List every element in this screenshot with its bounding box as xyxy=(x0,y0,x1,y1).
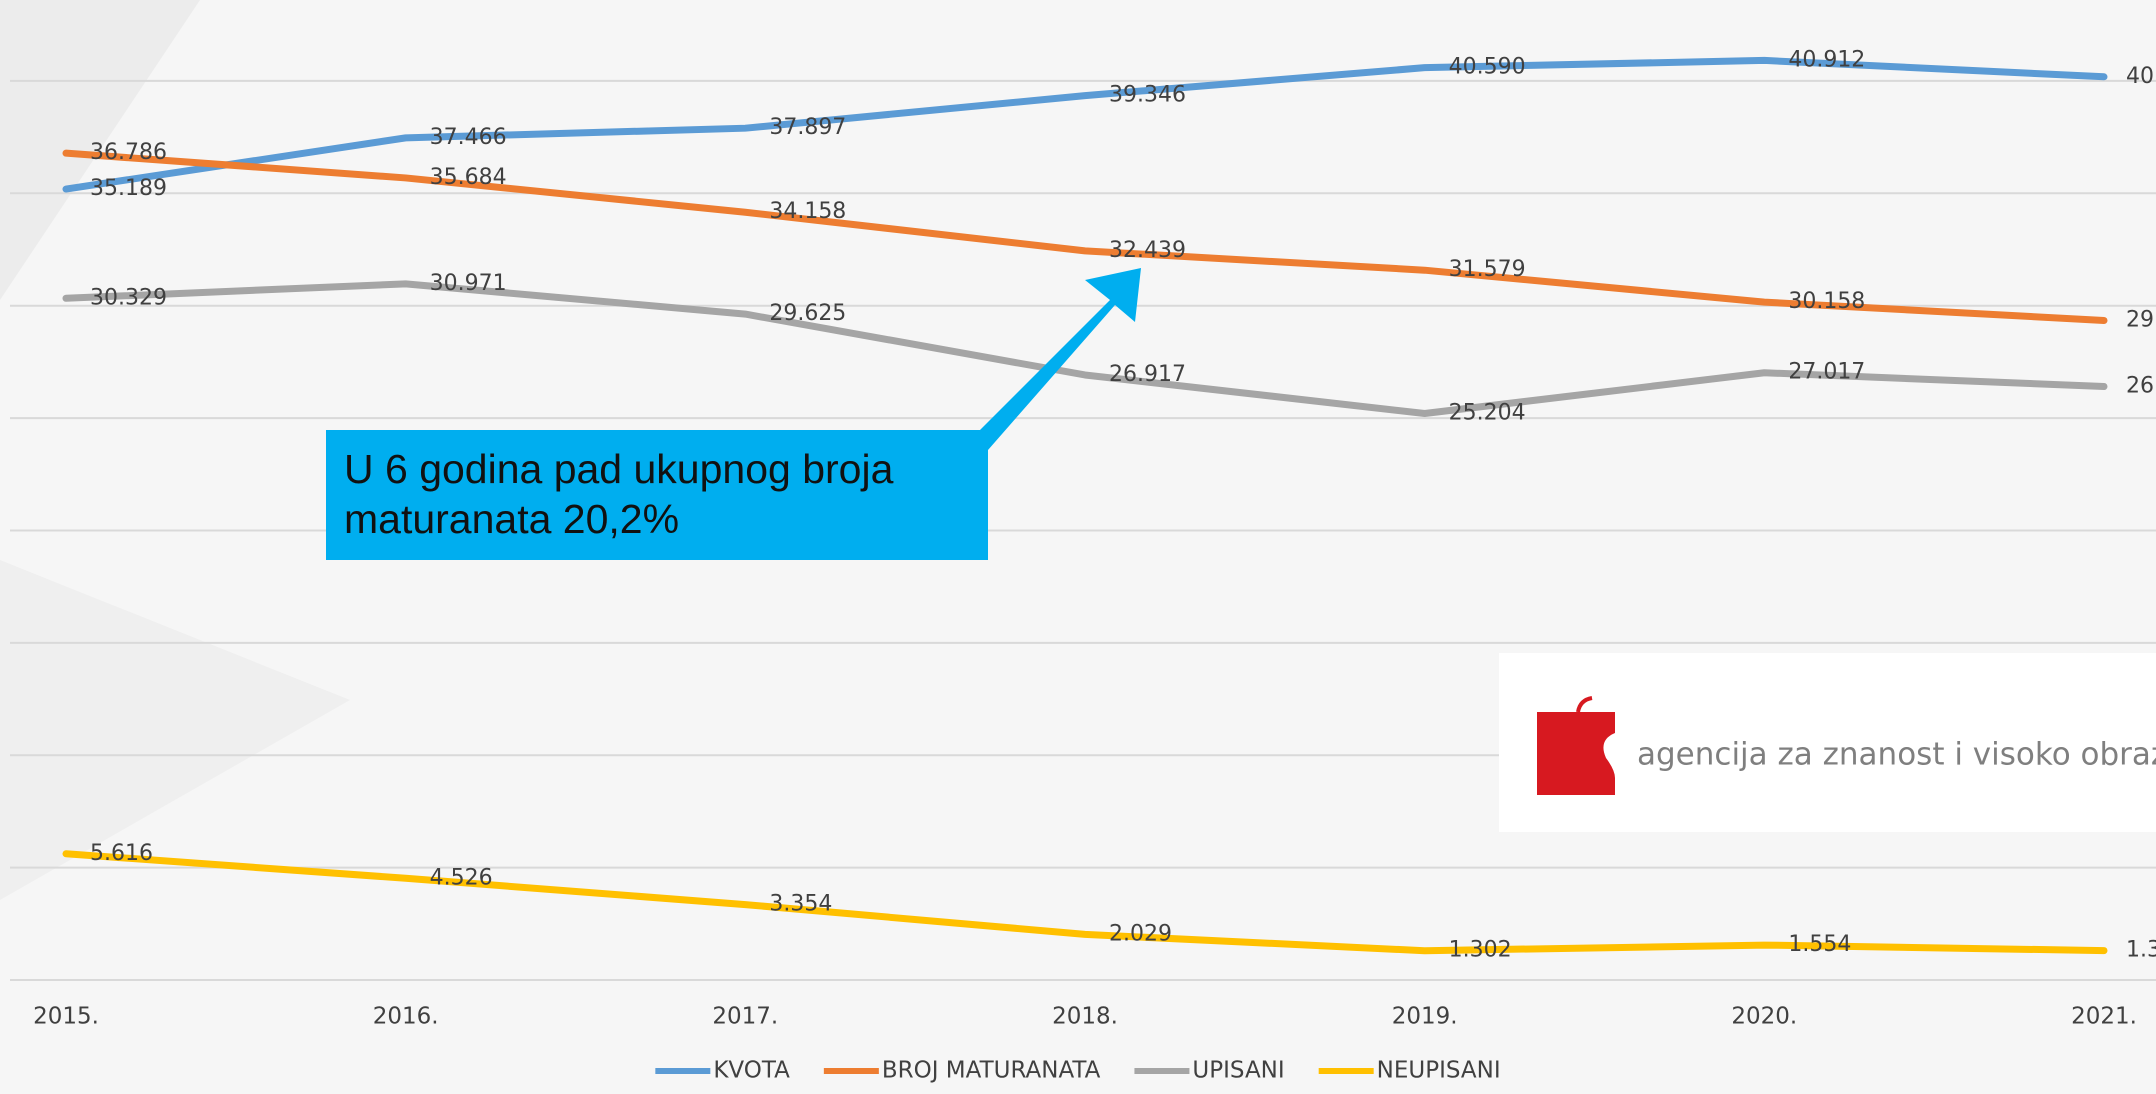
data-label: 1.302 xyxy=(1449,938,1512,963)
data-label: 30.329 xyxy=(90,285,167,310)
x-tick-label: 2016. xyxy=(373,1004,439,1030)
data-label: 2.029 xyxy=(1109,921,1172,946)
logo-stem xyxy=(1576,696,1593,713)
data-label: 27.017 xyxy=(1788,360,1865,385)
data-label: 1.554 xyxy=(1788,932,1851,957)
data-label: 36.786 xyxy=(90,140,167,165)
data-label: 30.158 xyxy=(1788,289,1865,314)
data-label: 32.439 xyxy=(1109,238,1186,263)
data-label: 5.616 xyxy=(90,841,153,866)
legend-label: KVOTA xyxy=(713,1058,790,1084)
data-label: 30.971 xyxy=(430,271,507,296)
data-label: 29.341 xyxy=(2126,308,2156,333)
x-tick-label: 2017. xyxy=(712,1004,778,1030)
legend-label: NEUPISANI xyxy=(1377,1058,1501,1084)
data-label: 4.526 xyxy=(430,865,493,890)
data-label: 29.625 xyxy=(769,301,846,326)
data-label: 3.354 xyxy=(769,892,832,917)
x-tick-label: 2020. xyxy=(1731,1004,1797,1030)
logo-text: agencija za znanost i visoko obrazovanje xyxy=(1637,737,2156,773)
annotation: U 6 godina pad ukupnog broja maturanata … xyxy=(326,430,988,560)
legend-item: UPISANI xyxy=(1134,1058,1285,1084)
logo-icon xyxy=(1537,712,1615,795)
x-tick-label: 2015. xyxy=(33,1004,99,1030)
series-line xyxy=(62,149,2108,324)
data-label: 40.912 xyxy=(1788,47,1865,72)
data-label: 35.189 xyxy=(90,176,167,201)
data-label: 31.579 xyxy=(1449,257,1526,282)
legend-item: BROJ MATURANATA xyxy=(823,1058,1101,1084)
logo-box xyxy=(1499,653,2156,832)
data-label: 40.183 xyxy=(2126,64,2156,89)
legend-item: KVOTA xyxy=(655,1058,790,1084)
series-line xyxy=(62,850,2108,955)
data-label: 35.684 xyxy=(430,165,507,190)
legend-label: BROJ MATURANATA xyxy=(882,1058,1101,1084)
data-label: 26.403 xyxy=(2126,374,2156,399)
data-label: 1.308 xyxy=(2126,938,2156,963)
data-label: 25.204 xyxy=(1449,400,1526,425)
x-tick-label: 2018. xyxy=(1052,1004,1118,1030)
annotation-box: U 6 godina pad ukupnog broja maturanata … xyxy=(326,430,988,560)
series-line xyxy=(62,56,2108,193)
background-shape xyxy=(0,560,350,900)
legend-item: NEUPISANI xyxy=(1318,1058,1501,1084)
data-label: 37.897 xyxy=(769,115,846,140)
background-shape xyxy=(0,0,200,300)
legend: KVOTA BROJ MATURANATA UPISANI NEUPISANI xyxy=(655,1058,1501,1084)
data-label: 37.466 xyxy=(430,125,507,150)
x-tick-label: 2021. xyxy=(2071,1004,2137,1030)
arrow xyxy=(960,268,1141,450)
data-label: 26.917 xyxy=(1109,362,1186,387)
legend-label: UPISANI xyxy=(1192,1058,1284,1084)
series-line xyxy=(62,280,2108,417)
data-label: 39.346 xyxy=(1109,83,1186,108)
x-tick-label: 2019. xyxy=(1392,1004,1458,1030)
data-label: 34.158 xyxy=(769,199,846,224)
data-label: 40.590 xyxy=(1449,55,1526,80)
